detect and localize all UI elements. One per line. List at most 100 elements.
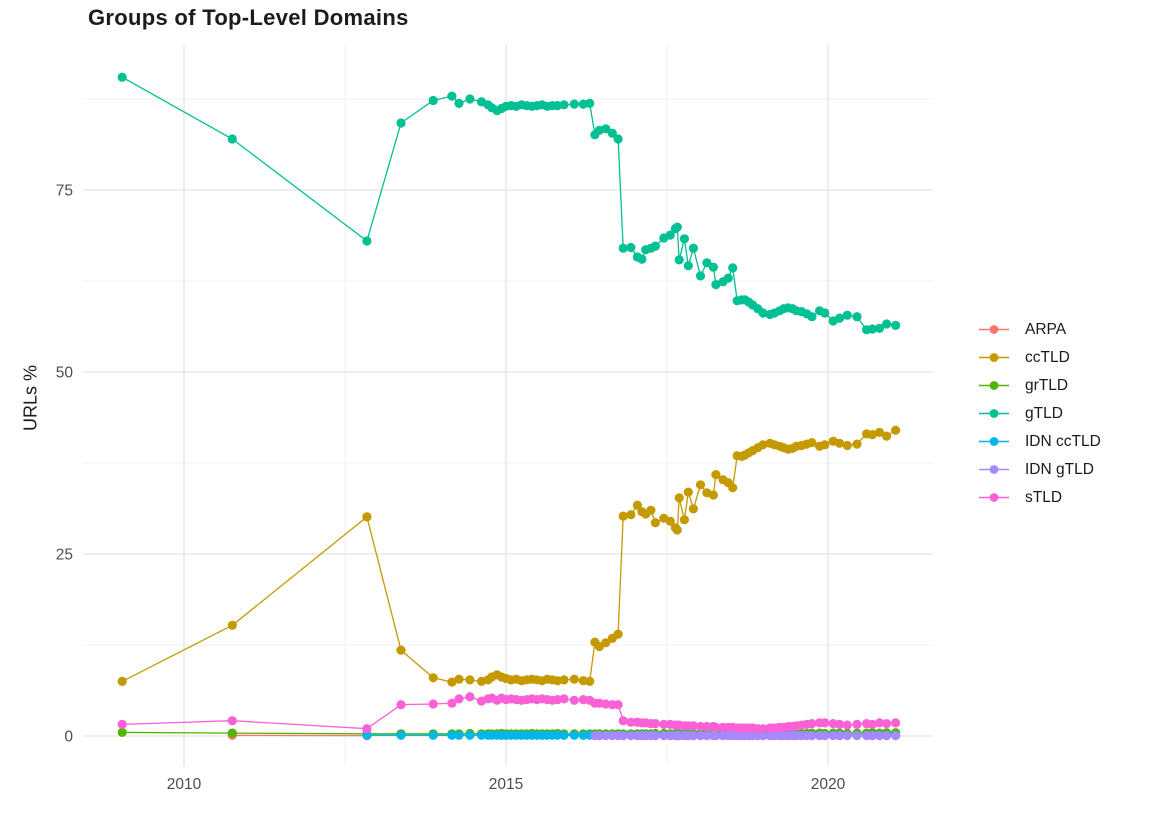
- data-point: [559, 100, 569, 110]
- data-point: [708, 490, 719, 500]
- data-point: [585, 676, 595, 687]
- data-point: [362, 236, 372, 246]
- data-point: [891, 731, 901, 741]
- data-point: [688, 721, 699, 731]
- data-point: [702, 721, 712, 732]
- data-point: [758, 731, 768, 741]
- data-point: [569, 99, 579, 109]
- data-point: [476, 730, 487, 740]
- data-point: [626, 510, 636, 520]
- data-point: [708, 262, 719, 272]
- data-point: [465, 94, 475, 104]
- data-point: [852, 719, 862, 730]
- legend-item-grtld: grTLD: [976, 377, 1101, 394]
- data-point: [650, 719, 661, 729]
- data-point: [465, 692, 475, 702]
- data-point: [632, 500, 643, 510]
- data-point: [891, 425, 901, 435]
- data-point: [835, 719, 845, 730]
- data-point: [867, 731, 878, 741]
- data-point: [665, 516, 675, 526]
- data-point: [626, 242, 636, 253]
- data-point: [454, 730, 464, 740]
- data-point: [711, 731, 721, 741]
- data-point: [362, 512, 372, 522]
- data-point: [626, 731, 636, 741]
- data-point: [702, 258, 712, 268]
- data-point: [650, 518, 661, 528]
- legend-item-idn-gtld: IDN gTLD: [976, 461, 1101, 478]
- series-cctld: [117, 425, 901, 687]
- data-point: [552, 730, 563, 740]
- data-point: [585, 98, 595, 108]
- data-point: [428, 699, 438, 709]
- data-point: [601, 638, 611, 648]
- data-point: [867, 719, 878, 730]
- data-point: [454, 98, 464, 108]
- data-point: [447, 698, 457, 708]
- legend-item-arpa: ARPA: [976, 321, 1101, 338]
- data-point: [650, 241, 661, 251]
- data-point: [695, 271, 706, 281]
- data-point: [650, 731, 661, 741]
- legend-label: grTLD: [1025, 376, 1069, 394]
- data-point: [559, 694, 569, 704]
- series-arpa: [227, 730, 372, 741]
- data-point: [607, 128, 617, 138]
- data-point: [601, 731, 611, 741]
- data-point: [758, 724, 768, 734]
- legend-label: ARPA: [1025, 320, 1067, 338]
- data-point: [758, 308, 768, 318]
- data-point: [618, 716, 628, 726]
- data-point: [594, 731, 605, 741]
- x-tick-label: 2010: [167, 776, 202, 793]
- data-point: [820, 731, 830, 741]
- data-point: [728, 483, 738, 493]
- data-point: [637, 254, 647, 264]
- data-point: [835, 731, 845, 741]
- data-point: [665, 230, 675, 240]
- data-point: [807, 312, 817, 322]
- data-point: [874, 718, 885, 728]
- series-line: [121, 76, 896, 331]
- legend-key-icon: [979, 325, 1009, 334]
- legend-item-gtld: gTLD: [976, 405, 1101, 422]
- legend-label: gTLD: [1025, 404, 1063, 422]
- y-tick-label: 0: [64, 729, 73, 746]
- series-gtld: [117, 72, 901, 335]
- data-point: [613, 700, 623, 710]
- data-point: [842, 440, 852, 451]
- data-point: [646, 505, 656, 515]
- x-tick-label: 2020: [811, 776, 846, 793]
- data-point: [711, 722, 721, 732]
- data-point: [882, 319, 892, 329]
- data-point: [695, 480, 706, 490]
- data-point: [659, 719, 669, 730]
- data-point: [396, 730, 406, 740]
- data-point: [117, 72, 127, 82]
- data-point: [695, 721, 706, 732]
- data-point: [723, 273, 733, 283]
- data-point: [882, 431, 892, 441]
- legend-item-cctld: ccTLD: [976, 349, 1101, 366]
- data-point: [891, 718, 901, 728]
- data-point: [227, 716, 237, 726]
- chart-title: Groups of Top-Level Domains: [88, 5, 409, 30]
- data-point: [842, 720, 852, 730]
- data-point: [852, 731, 862, 741]
- data-point: [835, 313, 845, 323]
- data-point: [867, 324, 878, 334]
- data-point: [695, 731, 706, 741]
- data-point: [688, 731, 699, 741]
- data-point: [683, 487, 693, 497]
- data-point: [882, 731, 892, 741]
- data-point: [396, 645, 406, 655]
- data-point: [807, 731, 817, 741]
- data-point: [227, 728, 237, 738]
- data-point: [828, 731, 838, 741]
- data-point: [674, 493, 684, 503]
- data-point: [569, 674, 579, 684]
- data-point: [758, 440, 768, 450]
- x-tick-label: 2015: [489, 776, 523, 793]
